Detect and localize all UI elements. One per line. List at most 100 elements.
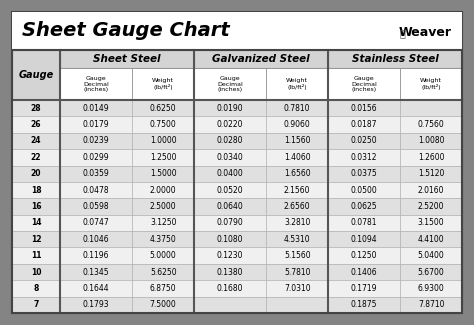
Bar	[401, 280, 462, 297]
Text: Gauge: Gauge	[18, 70, 54, 80]
Bar	[132, 247, 194, 264]
Bar	[12, 198, 60, 215]
Text: 5.0000: 5.0000	[150, 251, 176, 260]
Text: 5.6700: 5.6700	[418, 267, 445, 277]
Bar	[401, 68, 462, 100]
Bar	[266, 215, 328, 231]
Bar	[132, 264, 194, 280]
Bar	[60, 50, 194, 68]
Bar	[401, 198, 462, 215]
Text: 0.0625: 0.0625	[351, 202, 377, 211]
Bar	[266, 264, 328, 280]
Text: 0.1250: 0.1250	[351, 251, 377, 260]
Text: 0.1406: 0.1406	[351, 267, 377, 277]
Bar	[328, 280, 401, 297]
Text: 0.0400: 0.0400	[217, 169, 244, 178]
Text: Gauge
Decimal
(inches): Gauge Decimal (inches)	[83, 76, 109, 92]
Text: 0.1719: 0.1719	[351, 284, 377, 293]
Bar	[60, 264, 132, 280]
Text: 1.0000: 1.0000	[150, 136, 176, 146]
Text: 0.1046: 0.1046	[83, 235, 109, 244]
Bar	[12, 215, 60, 231]
Bar	[328, 182, 401, 198]
Bar	[12, 133, 60, 149]
Text: 0.0520: 0.0520	[217, 186, 244, 195]
Text: 22: 22	[31, 153, 41, 162]
Bar	[266, 116, 328, 133]
Text: 1.5000: 1.5000	[150, 169, 176, 178]
Bar	[194, 100, 266, 116]
Bar	[12, 50, 60, 100]
Bar	[401, 165, 462, 182]
Bar	[132, 100, 194, 116]
Bar	[194, 247, 266, 264]
Bar	[60, 280, 132, 297]
Text: 0.1094: 0.1094	[351, 235, 377, 244]
Bar	[12, 182, 60, 198]
Text: Weight
(lb/ft²): Weight (lb/ft²)	[286, 78, 308, 90]
Text: 0.1644: 0.1644	[83, 284, 109, 293]
Text: 4.4100: 4.4100	[418, 235, 445, 244]
Text: 0.0598: 0.0598	[83, 202, 109, 211]
Bar	[194, 133, 266, 149]
Bar	[401, 100, 462, 116]
Bar	[266, 182, 328, 198]
Bar	[328, 198, 401, 215]
Text: Gauge
Decimal
(inches): Gauge Decimal (inches)	[217, 76, 243, 92]
Text: 0.0312: 0.0312	[351, 153, 377, 162]
Text: 4.5310: 4.5310	[284, 235, 310, 244]
Bar	[12, 280, 60, 297]
Bar	[401, 133, 462, 149]
Text: 28: 28	[31, 104, 41, 113]
Bar	[12, 165, 60, 182]
Text: 20: 20	[31, 169, 41, 178]
Bar	[328, 297, 401, 313]
Text: 0.0250: 0.0250	[351, 136, 377, 146]
Bar	[194, 68, 266, 100]
Bar	[132, 182, 194, 198]
Text: 1.1560: 1.1560	[284, 136, 310, 146]
Bar	[60, 165, 132, 182]
Text: Gauge
Decimal
(inches): Gauge Decimal (inches)	[351, 76, 377, 92]
Bar	[194, 215, 266, 231]
Text: 26: 26	[31, 120, 41, 129]
Text: 3.1250: 3.1250	[150, 218, 176, 227]
Bar	[60, 100, 132, 116]
Text: 0.7560: 0.7560	[418, 120, 445, 129]
Text: 24: 24	[31, 136, 41, 146]
Bar	[12, 264, 60, 280]
Text: 5.6250: 5.6250	[150, 267, 176, 277]
Text: 12: 12	[31, 235, 41, 244]
Bar	[194, 280, 266, 297]
Text: 0.0640: 0.0640	[217, 202, 244, 211]
Bar	[60, 133, 132, 149]
Bar	[328, 215, 401, 231]
Bar	[60, 68, 132, 100]
Text: 2.5200: 2.5200	[418, 202, 445, 211]
Text: 5.1560: 5.1560	[284, 251, 310, 260]
Bar	[266, 133, 328, 149]
Text: 0.0156: 0.0156	[351, 104, 377, 113]
Text: 7.5000: 7.5000	[150, 300, 176, 309]
Text: 0.0190: 0.0190	[217, 104, 244, 113]
Text: 0.0747: 0.0747	[83, 218, 109, 227]
Text: 🚛: 🚛	[400, 28, 406, 38]
Bar	[328, 264, 401, 280]
Text: 0.0478: 0.0478	[83, 186, 109, 195]
Bar	[12, 297, 60, 313]
Text: 7.8710: 7.8710	[418, 300, 445, 309]
Text: 0.0375: 0.0375	[351, 169, 378, 178]
Bar	[266, 297, 328, 313]
Bar	[12, 50, 462, 313]
Bar	[401, 231, 462, 247]
Text: 6.9300: 6.9300	[418, 284, 445, 293]
Bar	[132, 116, 194, 133]
Text: 0.0179: 0.0179	[83, 120, 109, 129]
Text: Sheet Steel: Sheet Steel	[93, 54, 161, 64]
Bar	[194, 231, 266, 247]
Bar	[328, 133, 401, 149]
Text: 1.4060: 1.4060	[284, 153, 310, 162]
Text: 5.0400: 5.0400	[418, 251, 445, 260]
Bar	[132, 149, 194, 165]
Text: 2.6560: 2.6560	[284, 202, 310, 211]
